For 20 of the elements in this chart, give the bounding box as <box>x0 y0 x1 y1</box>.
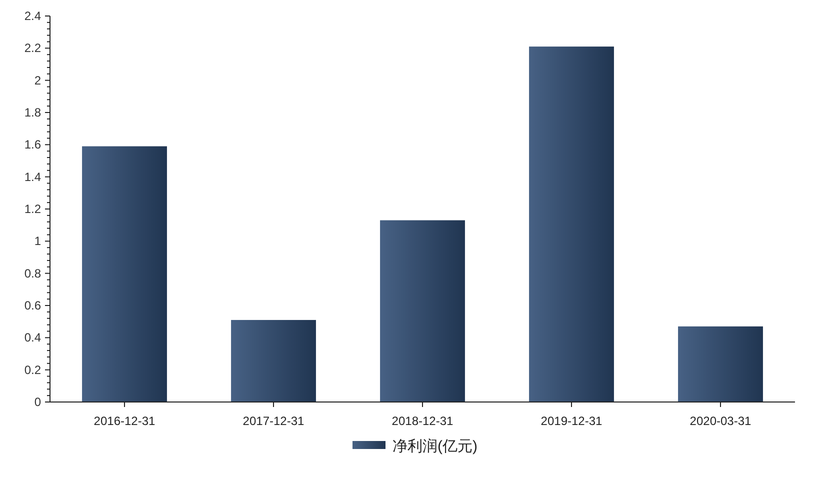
y-tick-label: 0.6 <box>24 298 42 312</box>
y-tick-label: 2 <box>34 73 42 88</box>
x-tick-label: 2017-12-31 <box>242 414 305 428</box>
y-tick-label: 1 <box>34 234 42 248</box>
legend-label: 净利润(亿元) <box>392 438 478 455</box>
legend: 净利润(亿元) <box>352 438 478 455</box>
y-tick-label: 2.2 <box>24 41 42 56</box>
x-tick-label: 2018-12-31 <box>392 414 454 428</box>
y-tick-label: 0.8 <box>24 266 42 280</box>
y-tick-label: 0.2 <box>24 362 42 377</box>
y-tick-label: 1.2 <box>24 202 42 216</box>
y-tick-label: 1.6 <box>24 138 42 152</box>
y-tick-label: 0 <box>34 395 42 409</box>
y-tick-label: 2.4 <box>24 9 42 23</box>
y-tick-label: 0.4 <box>24 330 42 345</box>
x-tick-label: 2020-03-31 <box>690 414 752 428</box>
x-tick-label: 2019-12-31 <box>540 414 603 428</box>
y-tick-label: 1.8 <box>24 106 42 120</box>
y-tick-label: 1.4 <box>24 170 42 184</box>
x-tick-label: 2016-12-31 <box>94 414 156 428</box>
